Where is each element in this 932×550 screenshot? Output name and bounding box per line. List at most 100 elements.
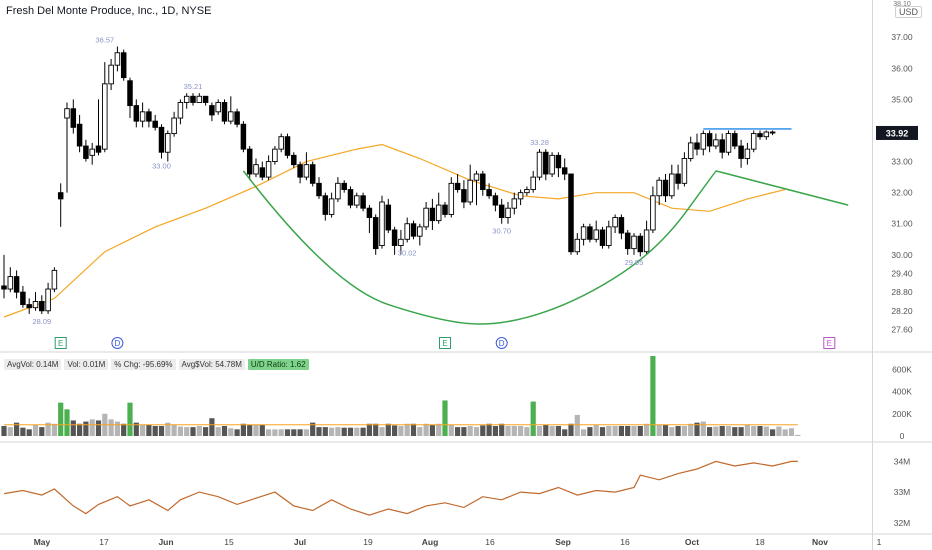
candle-body [316,182,322,197]
volume-bar [675,426,681,436]
volume-bar [133,422,139,436]
candle [278,133,284,153]
candle [480,170,486,196]
volume-bar [70,420,76,436]
price-label: 33.28 [530,138,549,147]
candle-body [354,195,360,206]
candle-body [328,198,335,215]
candle-body [612,217,618,228]
volume-bar [757,426,763,436]
volume-bar [599,427,606,436]
volume-bar [272,429,278,436]
candle [183,93,190,109]
candle [681,152,688,187]
price-label: 30.02 [398,249,417,258]
rs-tick: 34M [894,456,911,466]
volume-bar [744,424,750,436]
candle-body [391,229,398,246]
volume-bar [20,427,26,436]
volume-bar [593,424,599,436]
volume-bar [543,424,549,436]
event-label: E [58,339,63,348]
candle [95,99,102,156]
volume-bar [707,427,713,436]
candle-body [272,148,278,163]
candle-body [750,133,757,150]
candle-body [215,102,221,113]
candle [265,155,272,181]
candle [146,108,152,128]
volume-bar [763,426,769,436]
volume-bar [442,400,448,436]
candle-body [102,83,108,150]
volume-bar [700,421,706,436]
volume-bar [26,429,32,436]
volume-bar [618,426,624,436]
candle-body [442,204,448,215]
dividend-icon [495,337,508,349]
rs-tick: 33M [894,487,911,497]
candle [139,102,146,128]
candle-body [379,201,385,246]
candle [165,130,171,162]
candle-body [744,148,751,159]
candle [152,114,158,131]
candle [228,96,234,125]
dividend-icon [111,337,124,349]
volume-bar [203,427,209,436]
candle-body [1,285,7,290]
candle-body [221,102,228,122]
volume-bar [146,424,152,436]
currency-badge[interactable]: USD [895,6,923,18]
volume-bar [713,426,719,436]
price-tick: 29.40 [891,268,913,278]
candle-body [291,154,297,166]
candle-body [429,207,436,222]
candle [391,226,398,255]
candle-body [171,117,177,135]
volume-bar [637,426,643,436]
volume-bar [499,423,505,436]
candle [347,186,354,209]
time-tick: 16 [485,537,495,547]
candle-body [505,207,511,218]
volume-bar [688,423,694,436]
time-tick: 16 [620,537,630,547]
price-label: 28.09 [32,317,51,326]
candle-body [152,120,158,128]
candle [45,282,51,314]
time-tick: Sep [555,537,571,547]
volume-bar [549,426,555,436]
candle [719,133,725,159]
price-tick: 38.10 [893,1,911,8]
volume-bar [581,429,587,436]
candle [410,220,417,240]
volume-bar [631,426,637,436]
candle-body [335,182,341,200]
ma-line [3,143,786,318]
volume-bar [795,434,801,436]
candle-body [662,179,669,197]
candle-body [127,80,133,107]
volume-bar [39,427,45,436]
volume-bar [58,402,64,436]
candle-body [486,189,492,197]
candle [543,149,549,181]
volume-bar [782,429,788,436]
candle [606,220,612,249]
candle-body [467,179,473,203]
candle [335,177,341,202]
candle-body [253,164,259,175]
price-label: 35.21 [184,82,203,91]
candle [190,93,196,106]
candle [738,139,744,168]
volume-bar [379,427,385,436]
event-earnings: E [54,337,67,349]
event-label: E [827,339,832,348]
candle [561,158,568,181]
candle [486,183,492,199]
candle [675,164,681,190]
